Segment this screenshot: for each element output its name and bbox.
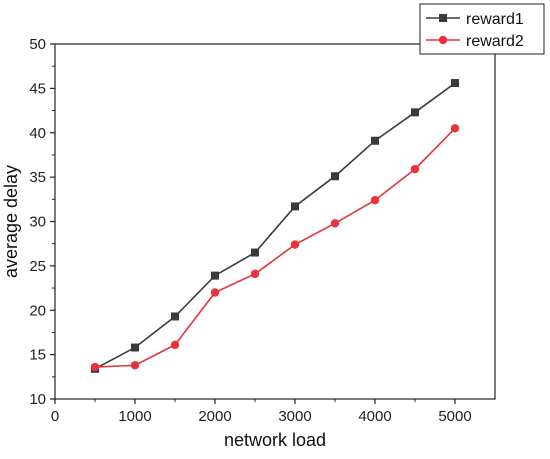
reward2-point [410,164,420,174]
legend-box [419,3,545,55]
axis-ticks: 0 1000 2000 3000 4000 5000 10 15 20 25 30 35 40 45 50 [29,36,471,425]
reward1-point [331,172,339,181]
reward2-point [370,196,380,205]
reward2-line [94,127,456,368]
y-tick-label: 20 [29,302,46,319]
y-tick-label: 25 [29,258,46,275]
reward2-point [450,124,460,133]
reward1-point [371,136,379,145]
reward1-point [451,79,459,88]
reward1-point [171,312,179,321]
reward2-point [290,240,300,249]
x-tick-label: 4000 [358,408,391,425]
reward1-point [131,343,139,352]
legend-marker-reward1 [439,14,447,22]
y-axis-title: average delay [1,165,21,278]
reward2-point [170,340,180,350]
legend-label-reward2: reward2 [466,33,524,50]
reward1-line [94,82,456,370]
reward1-point [291,202,299,211]
reward2-point [130,361,140,370]
series-reward1 [91,79,459,373]
y-tick-label: 10 [29,391,46,408]
y-tick-label: 50 [29,36,46,53]
reward2-point [250,269,260,279]
reward2-point [330,219,340,228]
reward1-point [411,108,419,117]
reward1-point [211,271,219,280]
reward2-point [210,288,220,297]
y-tick-label: 40 [29,125,46,142]
legend-marker-reward2 [438,35,448,45]
x-tick-label: 1000 [118,408,151,425]
legend: reward1 reward2 [419,3,545,55]
y-tick-label: 30 [29,214,46,231]
y-tick-label: 15 [29,347,46,364]
x-tick-label: 2000 [198,408,231,425]
legend-label-reward1: reward1 [466,11,524,28]
reward2-point [90,362,100,372]
x-tick-label: 0 [51,408,59,425]
x-tick-label: 5000 [438,408,471,425]
series-layer [90,79,460,373]
x-axis-title: network load [224,430,326,450]
y-tick-label: 35 [29,169,46,186]
reward1-point [251,248,259,257]
series-reward2 [90,124,460,372]
y-tick-label: 45 [29,80,46,97]
x-tick-label: 3000 [278,408,311,425]
